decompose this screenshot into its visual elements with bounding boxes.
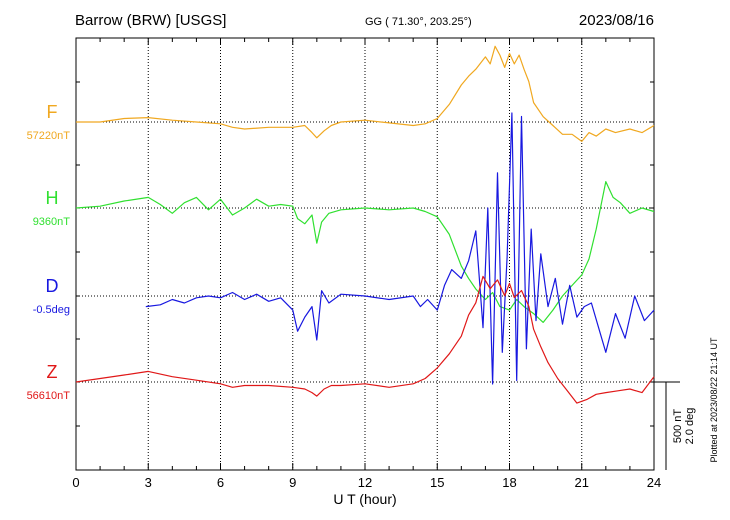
series-name-z: Z	[47, 362, 58, 382]
scale-label-nt: 500 nT	[672, 409, 684, 444]
x-tick-label: 9	[289, 475, 296, 490]
x-tick-label: 18	[502, 475, 516, 490]
series-baseline-h: 9360nT	[33, 216, 71, 228]
chart-subtitle: GG ( 71.30°, 203.25°)	[365, 16, 472, 28]
plotted-at-footer: Plotted at 2023/08/22 21:14 UT	[709, 337, 719, 463]
series-baseline-z: 56610nT	[27, 390, 71, 402]
series-name-f: F	[47, 102, 58, 122]
series-line-d	[145, 112, 655, 385]
x-tick-label: 15	[430, 475, 444, 490]
series-line-f	[76, 45, 655, 142]
x-axis-label: U T (hour)	[333, 491, 396, 507]
series-name-d: D	[46, 276, 59, 296]
x-tick-label: 0	[72, 475, 79, 490]
x-tick-label: 12	[358, 475, 372, 490]
series-line-z	[75, 275, 655, 404]
chart-date: 2023/08/16	[579, 12, 654, 29]
scale-label-deg: 2.0 deg	[684, 408, 696, 445]
series-baseline-d: -0.5deg	[33, 304, 70, 316]
x-tick-label: 21	[575, 475, 589, 490]
series-name-h: H	[46, 188, 59, 208]
series-baseline-f: 57220nT	[27, 130, 71, 142]
chart-title: Barrow (BRW) [USGS]	[75, 12, 226, 29]
x-tick-label: 6	[217, 475, 224, 490]
series-line-h	[75, 181, 655, 323]
x-tick-label: 24	[647, 475, 661, 490]
x-tick-label: 3	[145, 475, 152, 490]
